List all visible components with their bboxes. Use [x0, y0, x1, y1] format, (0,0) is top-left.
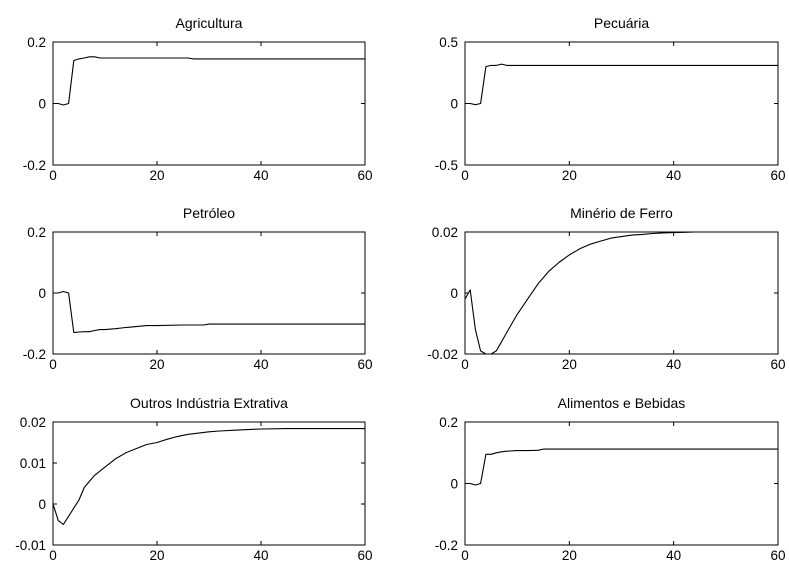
subplot-title: Agricultura: [176, 15, 243, 31]
y-tick-label: 0: [450, 477, 458, 492]
x-tick-label: 0: [461, 357, 469, 372]
x-tick-label: 0: [461, 168, 469, 183]
x-tick-label: 0: [461, 548, 469, 563]
x-tick-label: 60: [357, 357, 372, 372]
x-tick-label: 60: [770, 168, 785, 183]
y-tick-label: -0.5: [435, 158, 458, 173]
y-tick-label: 0: [450, 286, 458, 301]
y-tick-label: 0.02: [432, 225, 458, 240]
x-tick-label: 20: [562, 357, 577, 372]
series-line: [53, 290, 365, 334]
y-tick-label: -0.01: [15, 538, 46, 553]
x-tick-label: 40: [253, 548, 268, 563]
series-line: [465, 448, 778, 486]
y-tick-label: 0.2: [27, 225, 46, 240]
series-line: [465, 63, 778, 106]
x-tick-label: 60: [357, 548, 372, 563]
series-line: [52, 428, 365, 526]
y-tick-label: 0: [450, 97, 458, 112]
x-tick-label: 60: [770, 357, 785, 372]
x-tick-label: 20: [149, 168, 164, 183]
y-tick-label: 0.5: [439, 35, 458, 50]
y-tick-label: -0.2: [23, 347, 46, 362]
series-line: [464, 231, 705, 355]
plot-frame: [464, 421, 779, 546]
subplot-title: Outros Indústria Extrativa: [130, 395, 288, 411]
x-tick-label: 20: [562, 548, 577, 563]
x-tick-label: 40: [666, 168, 681, 183]
plot-frame: [464, 231, 779, 355]
y-tick-label: 0.02: [20, 415, 46, 430]
plot-frame: [464, 41, 779, 166]
x-tick-label: 60: [357, 168, 372, 183]
plot-frame: [52, 421, 366, 546]
series-line: [53, 56, 365, 106]
x-tick-label: 0: [49, 548, 57, 563]
y-tick-label: 0.2: [439, 415, 458, 430]
y-tick-label: -0.02: [427, 347, 458, 362]
x-tick-label: 20: [149, 357, 164, 372]
plot-frame: [52, 231, 366, 355]
subplot-title: Pecuária: [594, 15, 649, 31]
x-tick-label: 60: [770, 548, 785, 563]
x-tick-label: 20: [562, 168, 577, 183]
x-tick-label: 0: [49, 168, 57, 183]
y-tick-label: -0.2: [435, 538, 458, 553]
plot-frame: [52, 41, 366, 166]
y-tick-label: 0: [38, 286, 46, 301]
x-tick-label: 40: [666, 548, 681, 563]
y-tick-label: 0: [38, 497, 46, 512]
y-tick-label: -0.2: [23, 158, 46, 173]
x-tick-label: 40: [253, 357, 268, 372]
subplot-title: Petróleo: [183, 205, 235, 221]
y-tick-label: 0: [38, 97, 46, 112]
x-tick-label: 40: [253, 168, 268, 183]
x-tick-label: 0: [49, 357, 57, 372]
x-tick-label: 20: [149, 548, 164, 563]
subplot-title: Alimentos e Bebidas: [558, 395, 686, 411]
y-tick-label: 0.01: [20, 456, 46, 471]
y-tick-label: 0.2: [27, 35, 46, 50]
subplot-title: Minério de Ferro: [570, 205, 673, 221]
x-tick-label: 40: [666, 357, 681, 372]
